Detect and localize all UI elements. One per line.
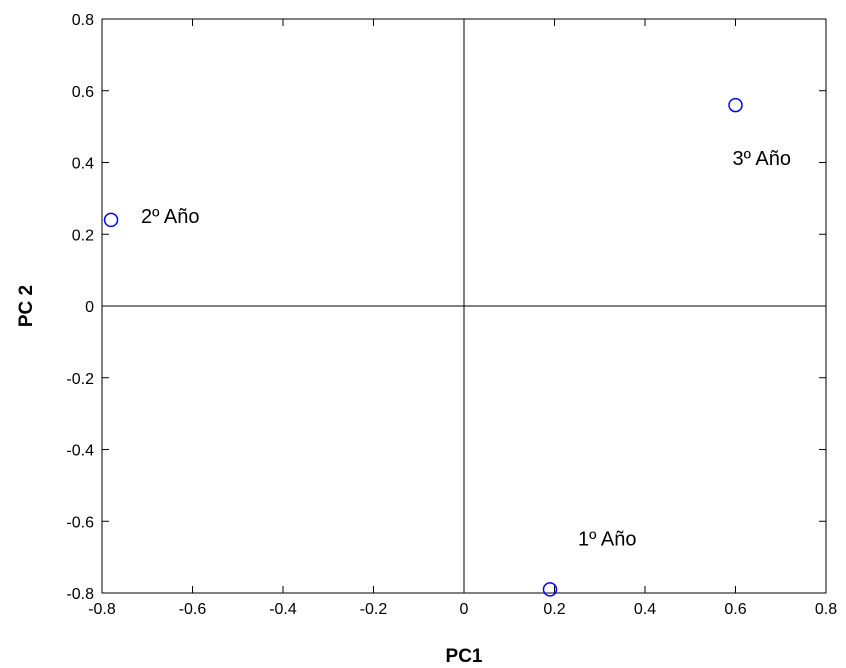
point-label: 1º Año bbox=[578, 528, 636, 550]
tick-labels: -0.8 -0.6 -0.4 -0.2 0 0.2 0.4 0.6 0.8 -0.8 -0.6 -0.… bbox=[66, 12, 837, 618]
y-tick-label: -0.6 bbox=[66, 514, 94, 531]
y-axis-title: PC 2 bbox=[16, 285, 37, 327]
y-tick-label: 0.2 bbox=[72, 227, 94, 244]
data-point bbox=[542, 582, 558, 597]
point-label: 3º Año bbox=[733, 148, 791, 170]
x-tick-label: 0 bbox=[460, 601, 469, 618]
x-tick-label: -0.4 bbox=[269, 601, 297, 618]
point-labels: 2º Año 3º Año 1º Año bbox=[141, 148, 791, 550]
y-tick-label: 0.8 bbox=[72, 12, 94, 29]
x-tick-label: -0.2 bbox=[360, 601, 388, 618]
x-tick-label: 0.6 bbox=[724, 601, 746, 618]
data-point bbox=[103, 212, 119, 228]
x-axis-title: PC1 bbox=[446, 646, 483, 667]
x-tick-label: 0.2 bbox=[543, 601, 565, 618]
zero-lines bbox=[102, 19, 826, 593]
x-tick-label: -0.8 bbox=[88, 601, 116, 618]
data-point bbox=[728, 97, 743, 113]
axis-ticks bbox=[101, 18, 827, 594]
point-label: 2º Año bbox=[141, 206, 199, 228]
x-tick-label: 0.8 bbox=[815, 601, 837, 618]
y-tick-label: -0.4 bbox=[66, 443, 94, 460]
y-tick-label: 0.4 bbox=[72, 156, 94, 173]
y-tick-label: 0 bbox=[85, 299, 94, 316]
y-tick-label: -0.8 bbox=[66, 586, 94, 603]
data-points bbox=[103, 97, 743, 597]
x-tick-label: -0.6 bbox=[179, 601, 207, 618]
y-tick-label: 0.6 bbox=[72, 84, 94, 101]
x-tick-label: 0.4 bbox=[634, 601, 656, 618]
y-tick-label: -0.2 bbox=[66, 371, 94, 388]
